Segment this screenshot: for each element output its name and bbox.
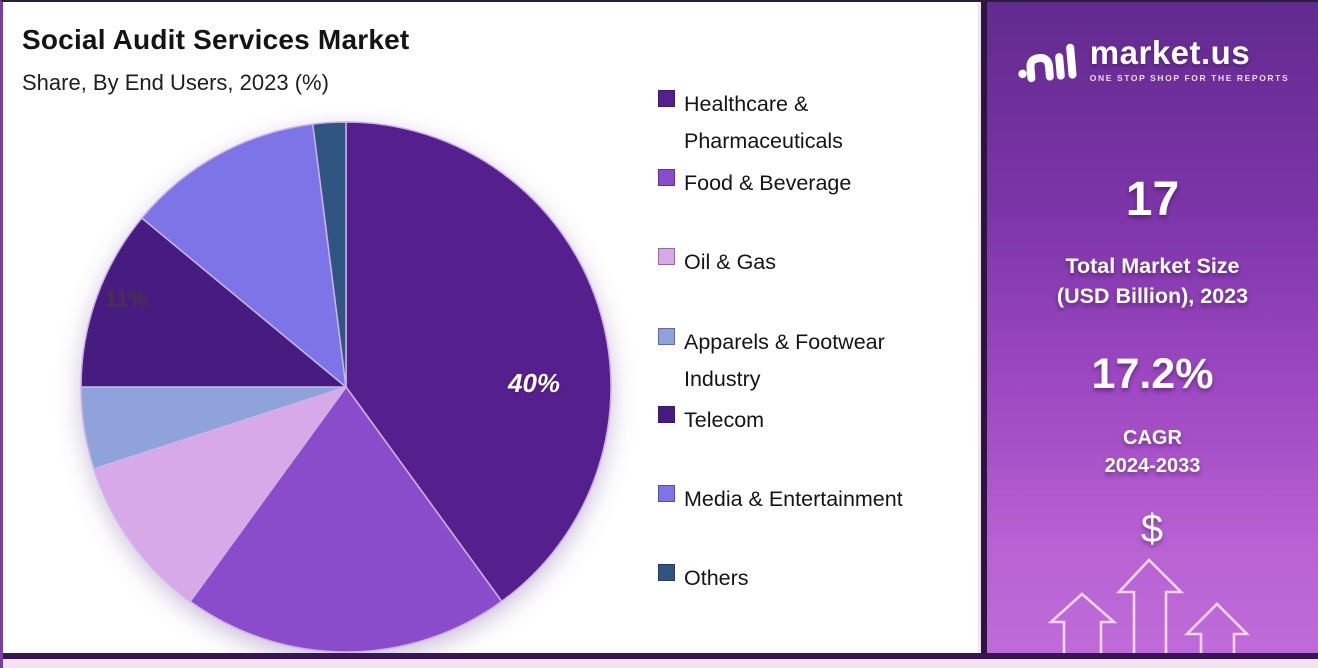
cagr-label-line2: 2024-2033 [1104,455,1201,477]
panel-divider [981,2,987,653]
total-market-size-label-line2: (USD Billion), 2023 [1056,283,1249,308]
legend-label-healthcare: Healthcare & Pharmaceuticals [684,92,843,154]
legend-swatch-media [658,485,675,502]
total-market-size-label-line1: Total Market Size [1065,254,1240,278]
total-market-size-label: Total Market Size (USD Billion), 2023 [987,252,1318,311]
page-title: Social Audit Services Market [22,24,410,55]
legend-item-healthcare: Healthcare & Pharmaceuticals [658,86,958,161]
legend-item-media: Media & Entertainment [658,481,958,518]
total-market-size-value: 17 [1125,173,1180,226]
legend-swatch-others [658,564,675,581]
pie-slice-4 [80,217,347,388]
pie-slice-0 [345,121,612,603]
pie-data-label-healthcare: 40% [508,368,561,398]
chart-area: Social Audit Services Market Share, By E… [3,2,978,653]
legend-label-telecom: Telecom [684,408,765,432]
pie-slice-1 [189,386,503,653]
legend-item-oil-gas: Oil & Gas [658,244,958,281]
legend-label-apparels: Apparels & Footwear Industry [684,330,885,392]
legend-label-food-beverage: Food & Beverage [684,171,852,195]
legend-item-others: Others [658,560,958,597]
panel-divider-highlight [978,2,981,653]
pie-chart [80,121,612,653]
pie-slice-5 [141,123,347,388]
brand-text: market.us ONE STOP SHOP FOR THE REPORTS [1090,36,1289,83]
chart-legend: Healthcare & Pharmaceuticals Food & Beve… [658,2,970,653]
legend-item-apparels: Apparels & Footwear Industry [658,324,958,399]
legend-swatch-oil-gas [658,248,675,265]
legend-label-media: Media & Entertainment [684,487,903,511]
legend-swatch-food-beverage [658,169,675,186]
pie-slice-6 [312,121,347,388]
brand-tagline: ONE STOP SHOP FOR THE REPORTS [1089,72,1290,83]
cagr-value: 17.2% [1091,350,1214,398]
legend-swatch-telecom [658,406,675,423]
bottom-accent-strip [3,659,1318,668]
pie-slice-2 [93,386,347,603]
legend-swatch-apparels [658,328,675,345]
pie-data-label-telecom: 11% [105,286,148,311]
brand-name: market.us [1089,33,1251,71]
legend-swatch-healthcare [658,90,675,107]
growth-arrows-icon [1047,558,1251,653]
stats-side-panel: market.us ONE STOP SHOP FOR THE REPORTS … [987,2,1318,653]
cagr-label-line1: CAGR [1123,427,1182,449]
legend-label-oil-gas: Oil & Gas [684,250,776,274]
dollar-sign-icon: $ [1140,507,1164,551]
brand-logo: market.us ONE STOP SHOP FOR THE REPORTS [987,30,1318,88]
bottom-border [3,653,1318,659]
chart-subtitle: Share, By End Users, 2023 (%) [22,70,329,95]
legend-item-telecom: Telecom [658,402,958,439]
legend-label-others: Others [684,566,749,590]
legend-item-food-beverage: Food & Beverage [658,165,958,202]
market-us-logo-icon [1018,43,1077,83]
cagr-label: CAGR 2024-2033 [987,424,1318,480]
